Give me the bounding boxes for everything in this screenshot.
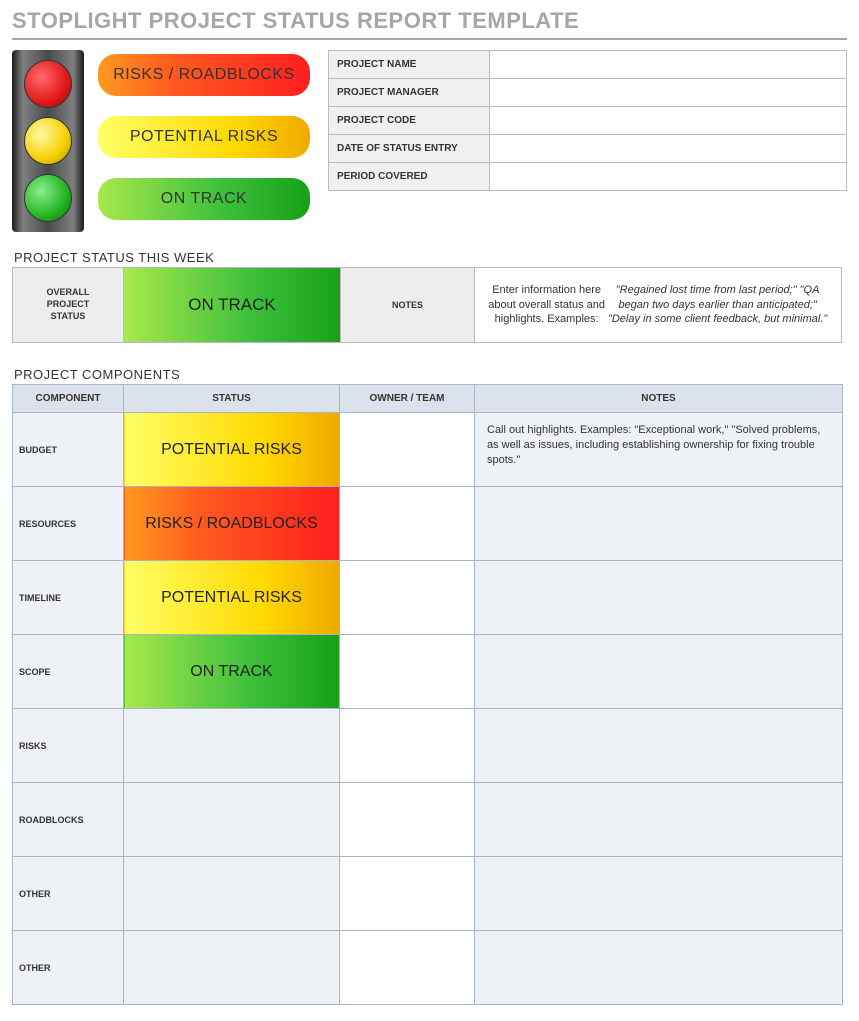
project-meta-table: PROJECT NAMEPROJECT MANAGERPROJECT CODED… (328, 50, 847, 191)
status-week-label: PROJECT STATUS THIS WEEK (14, 250, 847, 265)
component-notes[interactable] (475, 931, 843, 1005)
component-notes[interactable] (475, 857, 843, 931)
components-label: PROJECT COMPONENTS (14, 367, 847, 382)
meta-label: PROJECT NAME (329, 51, 490, 79)
component-label: RISKS (13, 709, 124, 783)
components-header: OWNER / TEAM (340, 385, 475, 413)
overall-status-value: ON TRACK (124, 268, 340, 342)
components-table: COMPONENTSTATUSOWNER / TEAMNOTES BUDGETPO… (12, 384, 843, 1005)
meta-value[interactable] (490, 135, 847, 163)
component-owner[interactable] (340, 783, 475, 857)
meta-value[interactable] (490, 163, 847, 191)
component-owner[interactable] (340, 635, 475, 709)
component-status[interactable]: POTENTIAL RISKS (124, 413, 340, 487)
meta-value[interactable] (490, 51, 847, 79)
components-header: NOTES (475, 385, 843, 413)
meta-label: PROJECT CODE (329, 107, 490, 135)
stoplight-yellow-icon (24, 117, 72, 165)
component-notes[interactable] (475, 783, 843, 857)
stoplight-green-icon (24, 174, 72, 222)
overall-notes-text: Enter information here about overall sta… (475, 268, 841, 342)
component-notes[interactable] (475, 487, 843, 561)
component-notes[interactable] (475, 709, 843, 783)
component-status[interactable] (124, 857, 340, 931)
overall-status-label: OVERALLPROJECTSTATUS (13, 268, 124, 342)
components-header: STATUS (124, 385, 340, 413)
component-owner[interactable] (340, 709, 475, 783)
meta-value[interactable] (490, 107, 847, 135)
component-owner[interactable] (340, 413, 475, 487)
component-label: ROADBLOCKS (13, 783, 124, 857)
component-status[interactable]: ON TRACK (124, 635, 340, 709)
component-status[interactable] (124, 931, 340, 1005)
component-status[interactable]: RISKS / ROADBLOCKS (124, 487, 340, 561)
component-label: RESOURCES (13, 487, 124, 561)
component-notes[interactable]: Call out highlights. Examples: "Exceptio… (475, 413, 843, 487)
component-label: BUDGET (13, 413, 124, 487)
component-notes[interactable] (475, 561, 843, 635)
meta-value[interactable] (490, 79, 847, 107)
component-owner[interactable] (340, 487, 475, 561)
stoplight-icon (12, 50, 84, 232)
legend-pills: RISKS / ROADBLOCKS POTENTIAL RISKS ON TR… (98, 50, 310, 220)
component-owner[interactable] (340, 931, 475, 1005)
legend-area: RISKS / ROADBLOCKS POTENTIAL RISKS ON TR… (12, 50, 310, 232)
page-title: STOPLIGHT PROJECT STATUS REPORT TEMPLATE (12, 8, 847, 40)
component-label: OTHER (13, 931, 124, 1005)
component-notes[interactable] (475, 635, 843, 709)
component-status[interactable]: POTENTIAL RISKS (124, 561, 340, 635)
legend-pill-green: ON TRACK (98, 178, 310, 220)
meta-label: PERIOD COVERED (329, 163, 490, 191)
component-label: TIMELINE (13, 561, 124, 635)
stoplight-red-icon (24, 60, 72, 108)
component-status[interactable] (124, 783, 340, 857)
components-header: COMPONENT (13, 385, 124, 413)
component-owner[interactable] (340, 561, 475, 635)
component-label: SCOPE (13, 635, 124, 709)
component-owner[interactable] (340, 857, 475, 931)
component-status[interactable] (124, 709, 340, 783)
status-week-row: OVERALLPROJECTSTATUS ON TRACK NOTES Ente… (12, 267, 842, 343)
top-section: RISKS / ROADBLOCKS POTENTIAL RISKS ON TR… (12, 50, 847, 232)
meta-label: DATE OF STATUS ENTRY (329, 135, 490, 163)
component-label: OTHER (13, 857, 124, 931)
overall-notes-label: NOTES (340, 268, 475, 342)
legend-pill-yellow: POTENTIAL RISKS (98, 116, 310, 158)
meta-label: PROJECT MANAGER (329, 79, 490, 107)
legend-pill-red: RISKS / ROADBLOCKS (98, 54, 310, 96)
